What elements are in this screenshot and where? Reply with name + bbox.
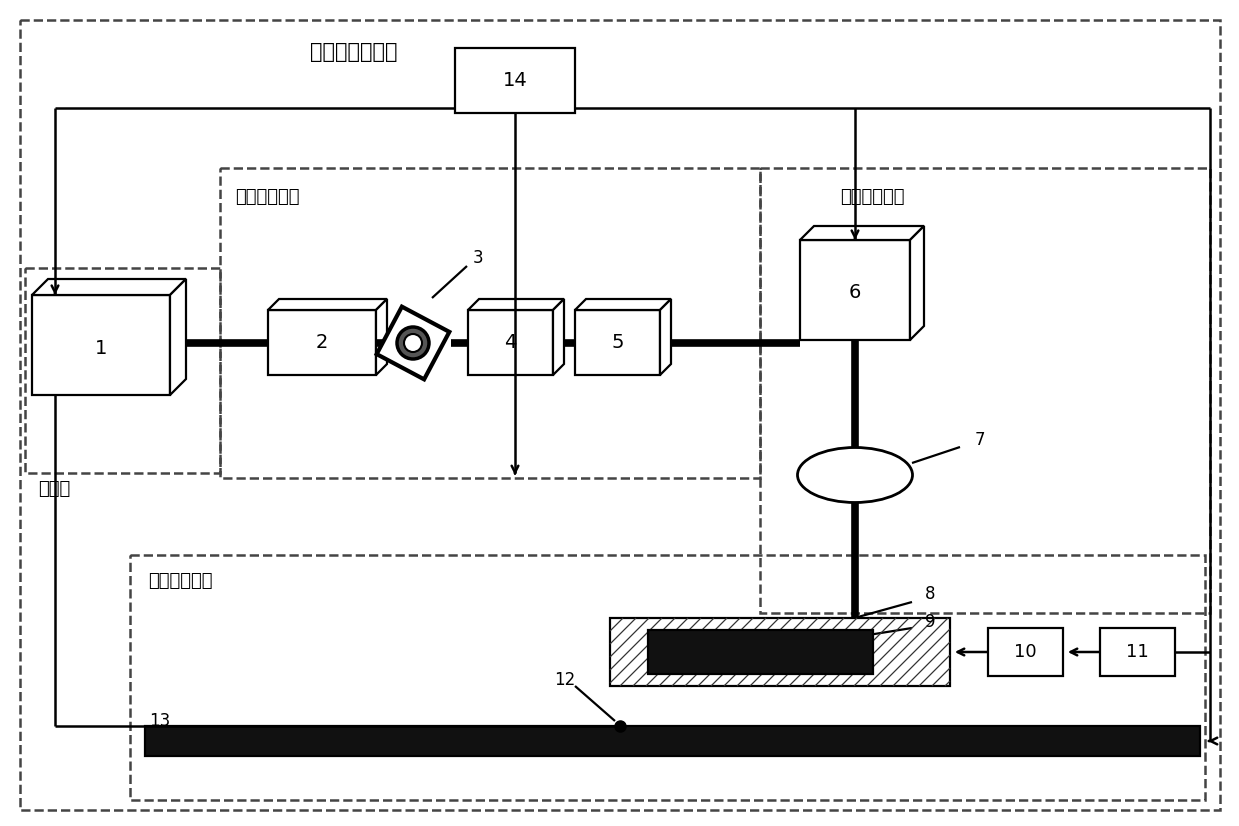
Polygon shape (377, 306, 450, 379)
Polygon shape (170, 279, 186, 395)
Bar (575, 310, 660, 375)
Text: 14: 14 (503, 71, 528, 90)
Bar (32, 295, 170, 395)
Polygon shape (468, 299, 564, 310)
Polygon shape (909, 226, 924, 340)
Text: 3: 3 (473, 249, 483, 267)
Text: 7: 7 (975, 431, 985, 449)
Polygon shape (375, 299, 387, 375)
Text: 光路调节模块: 光路调节模块 (840, 188, 904, 206)
Bar (987, 628, 1063, 676)
Ellipse shape (396, 327, 429, 359)
Bar (1100, 628, 1175, 676)
Text: 4: 4 (504, 333, 517, 352)
Bar (268, 310, 375, 375)
Polygon shape (800, 226, 924, 240)
Text: 9: 9 (924, 613, 935, 631)
Bar (455, 48, 575, 113)
Text: 激光器: 激光器 (38, 480, 71, 498)
Text: 6: 6 (849, 283, 861, 302)
Text: 2: 2 (316, 333, 328, 352)
Bar (800, 240, 909, 340)
Bar (25, 268, 221, 473)
Polygon shape (575, 299, 672, 310)
Bar (760, 168, 1211, 613)
Polygon shape (268, 299, 387, 310)
Text: 12: 12 (554, 671, 576, 689)
Bar (610, 618, 950, 686)
Text: 13: 13 (150, 712, 171, 730)
Bar (130, 555, 1206, 800)
Text: 计算机控制系统: 计算机控制系统 (310, 42, 398, 62)
Bar (221, 168, 760, 478)
Text: 8: 8 (924, 585, 935, 603)
Ellipse shape (798, 448, 912, 502)
Bar (145, 726, 1201, 756)
Text: 锡膏转移模块: 锡膏转移模块 (147, 572, 213, 590)
Polygon shape (32, 279, 186, 295)
Text: 光束整形模块: 光束整形模块 (235, 188, 300, 206)
Text: 5: 5 (611, 333, 623, 352)
Ellipse shape (404, 334, 422, 352)
Bar (648, 630, 873, 674)
Polygon shape (660, 299, 672, 375)
Bar (468, 310, 553, 375)
Text: 1: 1 (95, 339, 108, 358)
Text: 11: 11 (1126, 643, 1149, 661)
Polygon shape (553, 299, 564, 375)
Text: 10: 10 (1015, 643, 1037, 661)
